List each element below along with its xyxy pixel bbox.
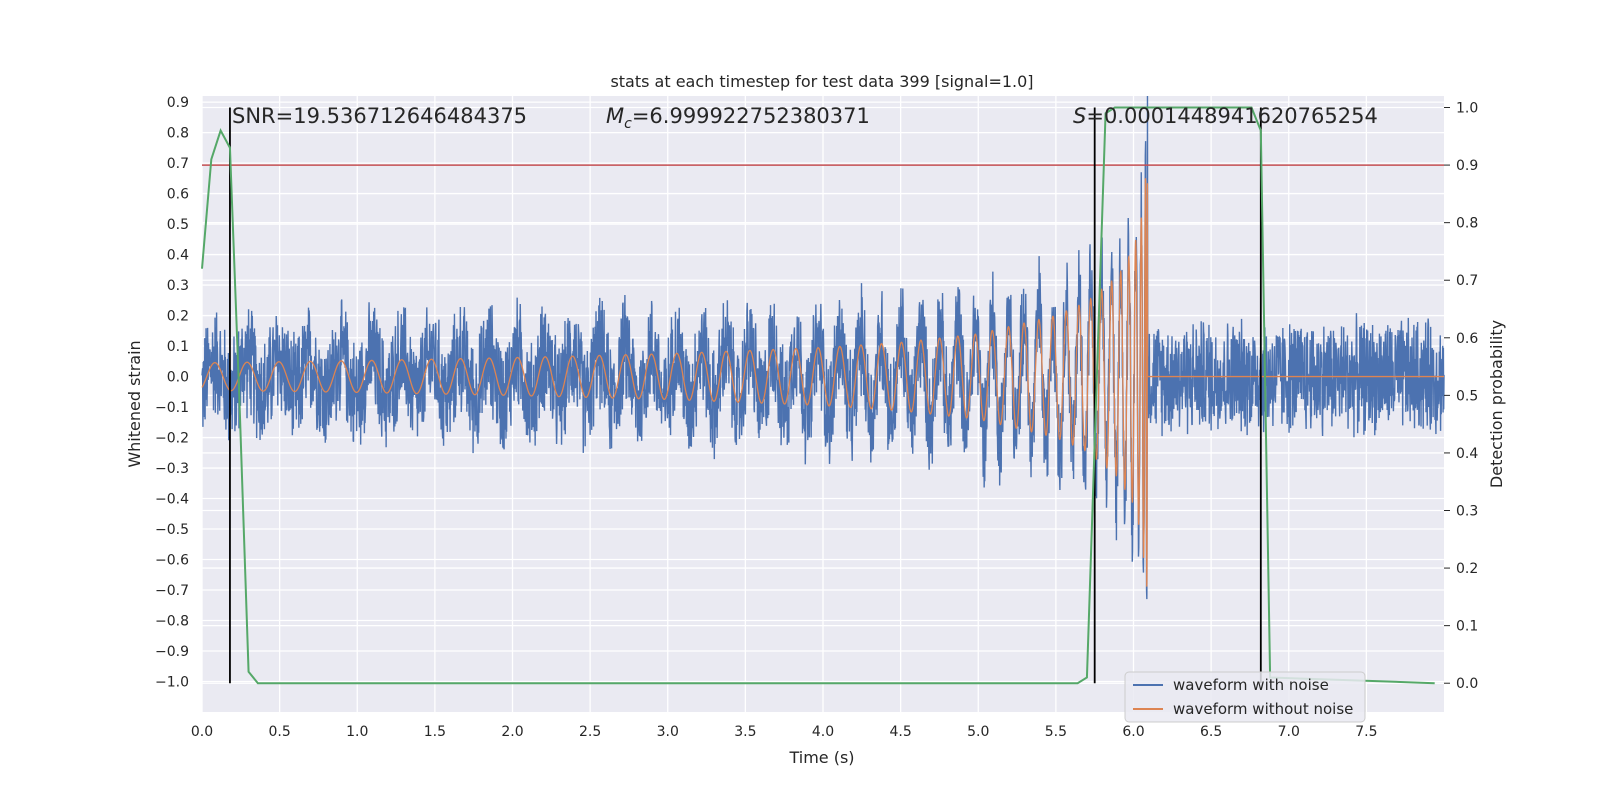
x-tick-label: 1.5	[424, 724, 446, 740]
chirp-mass-annotation: Mc=6.999922752380371	[606, 104, 870, 132]
y-tick-label: −1.0	[155, 675, 189, 691]
x-axis-label: Time (s)	[788, 748, 854, 767]
y-tick-label: 0.2	[167, 309, 189, 325]
y2-tick-label: 0.2	[1456, 561, 1478, 577]
series-detection-probability	[201, 106, 1435, 685]
legend-label-clean: waveform without noise	[1173, 700, 1353, 718]
x-tick-label: 5.0	[967, 724, 989, 740]
overlay-layer	[201, 106, 1444, 685]
y-axis-label: Whitened strain	[125, 340, 144, 467]
y-tick-label: 0.1	[167, 339, 189, 355]
y-tick-label: −0.3	[155, 461, 189, 477]
legend-box	[1124, 671, 1366, 723]
y-tick-label: 0.5	[167, 217, 189, 233]
s-symbol: S	[1073, 104, 1086, 128]
s-value: =0.0001448941620765254	[1086, 104, 1378, 128]
x-tick-label: 0.5	[268, 724, 290, 740]
legend-label-noise: waveform with noise	[1173, 676, 1329, 694]
chart-title: stats at each timestep for test data 399…	[610, 72, 1033, 91]
x-tick-label: 5.5	[1045, 724, 1067, 740]
x-tick-labels: 0.0 0.5 1.0 1.5 2.0 2.5 3.0 3.5 4.0 4.5 5.0 5.5 6.0 6…	[191, 724, 1378, 740]
series-layer	[201, 95, 1445, 600]
y2-tick-label: 0.4	[1456, 446, 1478, 462]
legend: waveform with noise waveform without noi…	[1124, 671, 1366, 723]
x-tick-label: 4.0	[812, 724, 834, 740]
y2-tick-label: 0.9	[1456, 158, 1478, 174]
s-annotation: S=0.0001448941620765254	[1073, 104, 1378, 128]
y2-tick-label: 0.6	[1456, 331, 1478, 347]
x-tick-label: 6.5	[1200, 724, 1222, 740]
y-tick-label: −0.2	[155, 431, 189, 447]
y-tick-labels: 0.9 0.8 0.7 0.6 0.5 0.4 0.3 0.2 0.1 0.0 −0.1 −0.2 −0…	[155, 95, 189, 690]
x-tick-label: 7.5	[1355, 724, 1377, 740]
y-tick-label: 0.4	[167, 248, 189, 264]
y2-tick-label: 0.5	[1456, 388, 1478, 404]
x-tick-label: 4.5	[889, 724, 911, 740]
y-tick-label: 0.7	[167, 156, 189, 172]
x-tick-label: 0.0	[191, 724, 213, 740]
x-tick-label: 3.5	[734, 724, 756, 740]
y-tick-label: −0.8	[155, 614, 189, 630]
x-tick-label: 3.0	[657, 724, 679, 740]
y2-tick-label: 0.0	[1456, 676, 1478, 692]
y-tick-label: −0.9	[155, 644, 189, 660]
chirp-mass-subscript: c	[624, 116, 632, 132]
y-tick-label: 0.0	[167, 370, 189, 386]
snr-annotation: SNR=19.536712646484375	[232, 104, 527, 128]
y2-tick-labels: 1.0 0.9 0.8 0.7 0.6 0.5 0.4 0.3 0.2 0.1 0.0	[1444, 101, 1478, 692]
y-tick-label: 0.9	[167, 95, 189, 111]
chirp-mass-symbol: M	[606, 104, 624, 128]
y2-axis-label: Detection probability	[1487, 320, 1506, 488]
y-tick-label: −0.7	[155, 583, 189, 599]
x-tick-label: 1.0	[346, 724, 368, 740]
y2-tick-label: 0.3	[1456, 504, 1478, 520]
x-tick-label: 2.0	[501, 724, 523, 740]
y-tick-label: −0.1	[155, 400, 189, 416]
y2-tick-label: 0.7	[1456, 273, 1478, 289]
series-waveform-with-noise	[201, 95, 1445, 600]
y-tick-label: 0.8	[167, 126, 189, 142]
y2-tick-label: 1.0	[1456, 101, 1478, 117]
x-tick-label: 7.0	[1278, 724, 1300, 740]
series-waveform-without-noise	[201, 178, 1444, 587]
chirp-mass-value: =6.999922752380371	[632, 104, 870, 128]
y2-tick-label: 0.8	[1456, 216, 1478, 232]
y-tick-label: 0.3	[167, 278, 189, 294]
y-tick-label: 0.6	[167, 187, 189, 203]
y2-tick-label: 0.1	[1456, 619, 1478, 635]
x-tick-label: 6.0	[1122, 724, 1144, 740]
y-tick-label: −0.6	[155, 553, 189, 569]
y-tick-label: −0.4	[155, 492, 189, 508]
x-tick-label: 2.5	[579, 724, 601, 740]
y-tick-label: −0.5	[155, 522, 189, 538]
